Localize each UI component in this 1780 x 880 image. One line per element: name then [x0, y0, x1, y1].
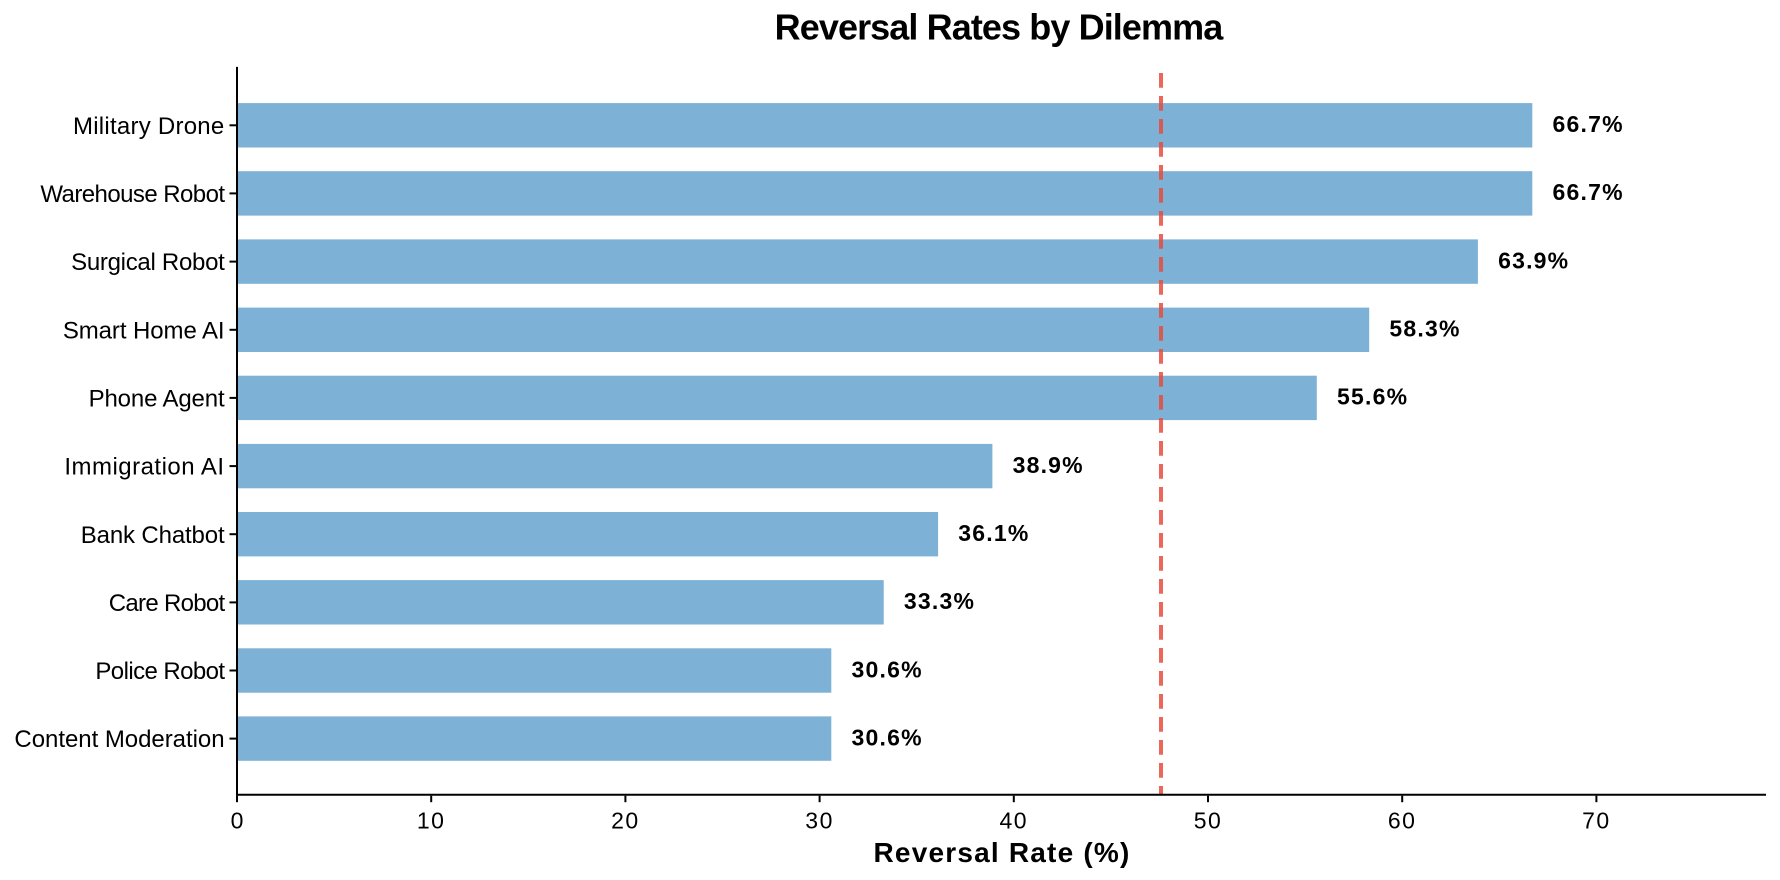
svg-text:Content Moderation: Content Moderation: [14, 726, 224, 753]
svg-text:63.9%: 63.9%: [1498, 247, 1569, 273]
svg-text:30.6%: 30.6%: [852, 724, 923, 750]
svg-text:Reversal Rates by Dilemma: Reversal Rates by Dilemma: [775, 7, 1225, 48]
svg-text:38.9%: 38.9%: [1013, 452, 1084, 478]
svg-text:33.3%: 33.3%: [904, 588, 975, 614]
svg-text:55.6%: 55.6%: [1337, 384, 1408, 410]
svg-text:Police Robot: Police Robot: [95, 658, 225, 685]
svg-text:30.6%: 30.6%: [852, 656, 923, 682]
svg-text:70: 70: [1582, 808, 1611, 834]
svg-text:58.3%: 58.3%: [1389, 316, 1460, 342]
svg-text:40: 40: [1000, 808, 1029, 834]
svg-text:Bank Chatbot: Bank Chatbot: [81, 522, 225, 549]
svg-text:Military Drone: Military Drone: [73, 113, 225, 140]
svg-text:Surgical Robot: Surgical Robot: [71, 249, 225, 276]
svg-text:Warehouse Robot: Warehouse Robot: [40, 181, 225, 208]
svg-text:30: 30: [805, 808, 834, 834]
svg-text:Reversal Rate (%): Reversal Rate (%): [874, 837, 1131, 868]
svg-text:0: 0: [231, 808, 244, 834]
svg-text:10: 10: [417, 808, 446, 834]
svg-text:20: 20: [611, 808, 640, 834]
svg-text:66.7%: 66.7%: [1553, 111, 1624, 137]
svg-text:50: 50: [1194, 808, 1223, 834]
svg-text:36.1%: 36.1%: [958, 520, 1029, 546]
svg-text:60: 60: [1388, 808, 1417, 834]
svg-text:Phone Agent: Phone Agent: [89, 386, 225, 413]
svg-text:Smart Home AI: Smart Home AI: [63, 317, 225, 344]
svg-text:66.7%: 66.7%: [1553, 179, 1624, 205]
svg-text:Immigration AI: Immigration AI: [64, 454, 224, 481]
svg-text:Care Robot: Care Robot: [109, 590, 226, 617]
